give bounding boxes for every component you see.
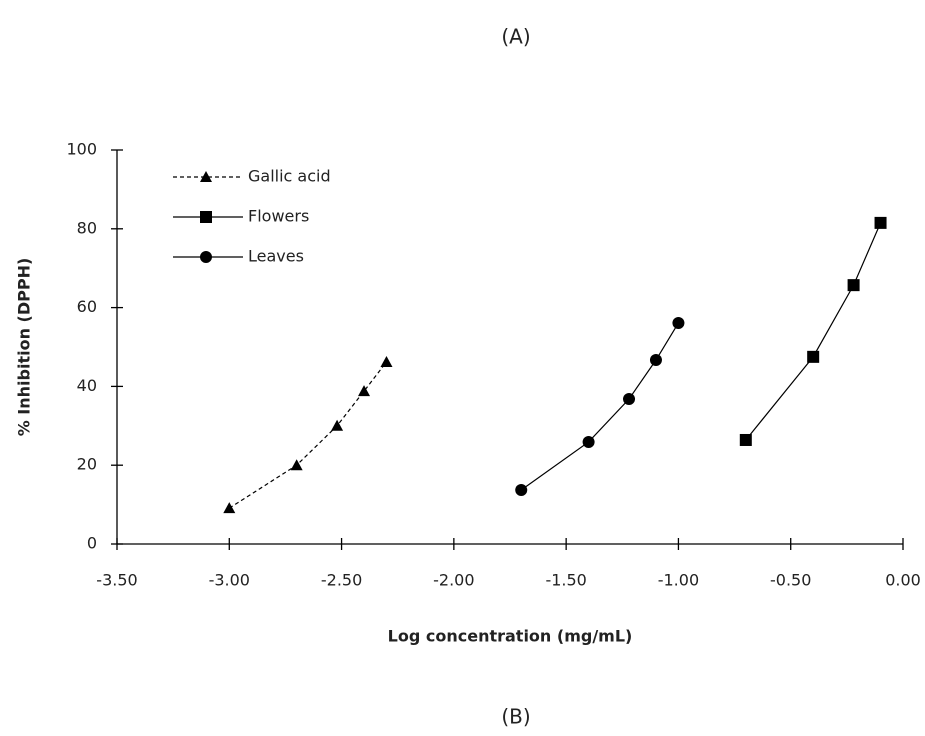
marker <box>649 354 662 367</box>
marker <box>290 459 303 471</box>
y-tick-label: 60 <box>77 297 97 316</box>
series-line <box>520 322 679 491</box>
x-tick-label: -2.00 <box>433 571 474 590</box>
marker <box>582 435 595 448</box>
series-line <box>228 361 387 509</box>
legend-label: Flowers <box>248 207 309 226</box>
marker <box>358 385 371 397</box>
x-tick-label: -1.00 <box>658 571 699 590</box>
legend-label: Leaves <box>248 247 304 266</box>
marker <box>223 502 236 514</box>
y-tick-label: 20 <box>77 455 97 474</box>
y-axis-label: % Inhibition (DPPH) <box>15 258 34 437</box>
x-tick-label: -3.00 <box>209 571 250 590</box>
marker <box>847 279 860 292</box>
x-tick-label: -3.50 <box>96 571 137 590</box>
x-tick-label: 0.00 <box>885 571 921 590</box>
legend-marker <box>200 171 212 182</box>
marker <box>807 350 820 363</box>
y-tick-label: 40 <box>77 376 97 395</box>
y-tick-label: 0 <box>87 534 97 553</box>
x-axis-label: Log concentration (mg/mL) <box>388 627 633 646</box>
marker <box>515 484 528 497</box>
x-tick-label: -2.50 <box>321 571 362 590</box>
x-tick-label: -0.50 <box>770 571 811 590</box>
marker <box>623 393 636 406</box>
legend-marker <box>200 211 212 223</box>
y-tick-label: 80 <box>77 218 97 237</box>
x-tick-label: -1.50 <box>545 571 586 590</box>
chart-title: (A) <box>501 25 530 49</box>
series-line <box>745 222 882 441</box>
caption: (B) <box>501 705 530 729</box>
marker <box>672 316 685 329</box>
y-tick-label: 100 <box>66 140 97 159</box>
marker <box>380 355 393 367</box>
marker <box>739 433 752 446</box>
legend-marker <box>200 251 212 263</box>
marker <box>874 216 887 229</box>
marker <box>331 419 344 431</box>
legend-label: Gallic acid <box>248 167 331 186</box>
